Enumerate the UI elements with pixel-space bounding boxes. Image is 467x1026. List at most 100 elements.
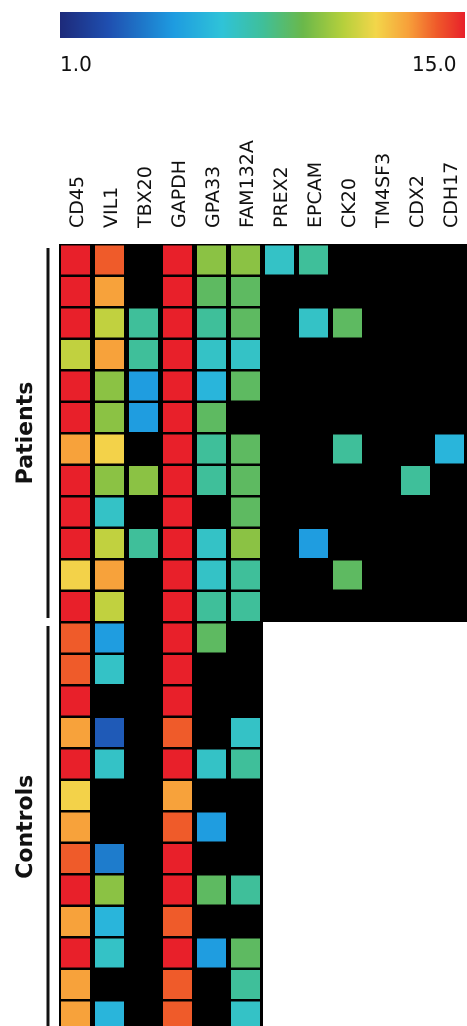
gene-label: VIL1 <box>100 187 122 228</box>
heatmap-cell <box>61 560 90 590</box>
heatmap-cell <box>61 781 90 810</box>
heatmap-cell <box>61 938 90 968</box>
heatmap-cell <box>231 560 260 590</box>
heatmap-cell <box>299 529 328 558</box>
heatmap-cell <box>95 749 124 779</box>
heatmap-cell <box>163 718 192 747</box>
heatmap-cell <box>61 340 90 369</box>
heatmap-cell <box>61 371 90 401</box>
heatmap-cell <box>95 560 124 590</box>
group-label: Patients <box>13 382 38 485</box>
heatmap-cell <box>95 434 124 464</box>
heatmap-cell <box>231 434 260 464</box>
heatmap-cell <box>401 466 430 495</box>
heatmap-cell <box>163 529 192 558</box>
heatmap-cell <box>95 592 124 621</box>
group-background <box>59 622 263 1026</box>
heatmap-cell <box>95 875 124 905</box>
heatmap-cell <box>61 686 90 716</box>
heatmap-cell <box>95 623 124 653</box>
heatmap-cell <box>61 277 90 306</box>
heatmap-cell <box>299 308 328 338</box>
heatmap-cell <box>333 434 362 464</box>
heatmap-cell <box>163 844 192 873</box>
gene-label: CDH17 <box>440 162 462 228</box>
heatmap-cell <box>197 812 226 842</box>
heatmap-cell <box>197 245 226 275</box>
heatmap-cell <box>163 655 192 684</box>
heatmap-cell <box>163 308 192 338</box>
heatmap-cell <box>163 623 192 653</box>
colorbar-max-label: 15.0 <box>412 52 457 76</box>
heatmap-cell <box>197 308 226 338</box>
heatmap-cell <box>231 938 260 968</box>
heatmap-cell <box>163 686 192 716</box>
heatmap-cell <box>129 371 158 401</box>
heatmap-cell <box>197 875 226 905</box>
heatmap-cell <box>231 277 260 306</box>
heatmap-cell <box>231 245 260 275</box>
heatmap-cell <box>61 529 90 558</box>
heatmap-cell <box>61 718 90 747</box>
gene-label: CK20 <box>338 178 360 228</box>
gene-label: TBX20 <box>134 166 156 229</box>
heatmap-cell <box>231 749 260 779</box>
group-label: Controls <box>13 775 38 879</box>
heatmap-cell <box>299 245 328 275</box>
heatmap-cell <box>129 308 158 338</box>
heatmap-cell <box>61 466 90 495</box>
heatmap-cell <box>163 371 192 401</box>
heatmap-cell <box>163 907 192 936</box>
heatmap-cell <box>61 623 90 653</box>
gene-label: TM4SF3 <box>372 153 394 229</box>
heatmap-cell <box>197 623 226 653</box>
heatmap-cell <box>61 592 90 621</box>
heatmap-cell <box>163 749 192 779</box>
heatmap-cell <box>163 938 192 968</box>
heatmap-cell <box>95 277 124 306</box>
heatmap-cell <box>61 403 90 432</box>
heatmap-cell <box>129 529 158 558</box>
heatmap-cell <box>61 497 90 527</box>
heatmap-cell <box>197 371 226 401</box>
heatmap-cell <box>61 308 90 338</box>
heatmap-cell <box>231 371 260 401</box>
heatmap-cell <box>129 403 158 432</box>
heatmap-cell <box>231 592 260 621</box>
heatmap-cell <box>163 781 192 810</box>
heatmap-cell <box>197 592 226 621</box>
heatmap-cell <box>197 340 226 369</box>
heatmap-cell <box>61 1001 90 1026</box>
heatmap-cell <box>231 970 260 999</box>
heatmap-cell <box>435 434 464 464</box>
heatmap-cell <box>197 434 226 464</box>
heatmap-cell <box>231 1001 260 1026</box>
heatmap-cell <box>95 1001 124 1026</box>
heatmap-cell <box>163 592 192 621</box>
colorbar-min-label: 1.0 <box>60 52 92 76</box>
heatmap-cell <box>95 308 124 338</box>
gene-label: CD45 <box>66 176 88 228</box>
heatmap-cell <box>61 245 90 275</box>
heatmap-cell <box>197 529 226 558</box>
heatmap-cell <box>95 907 124 936</box>
gene-label: FAM132A <box>236 140 258 228</box>
heatmap-cell <box>163 466 192 495</box>
heatmap-cell <box>163 403 192 432</box>
heatmap-cell <box>197 749 226 779</box>
heatmap-cell <box>333 308 362 338</box>
heatmap-cell <box>231 718 260 747</box>
heatmap-cell <box>163 340 192 369</box>
heatmap-cell <box>197 403 226 432</box>
heatmap-cell <box>163 875 192 905</box>
heatmap-cell <box>129 466 158 495</box>
heatmap-cell <box>163 245 192 275</box>
heatmap-cell <box>95 497 124 527</box>
heatmap-cell <box>61 875 90 905</box>
heatmap-cell <box>163 1001 192 1026</box>
heatmap-cell <box>197 466 226 495</box>
heatmap-cell <box>61 844 90 873</box>
heatmap-cell <box>61 655 90 684</box>
heatmap-cell <box>163 277 192 306</box>
